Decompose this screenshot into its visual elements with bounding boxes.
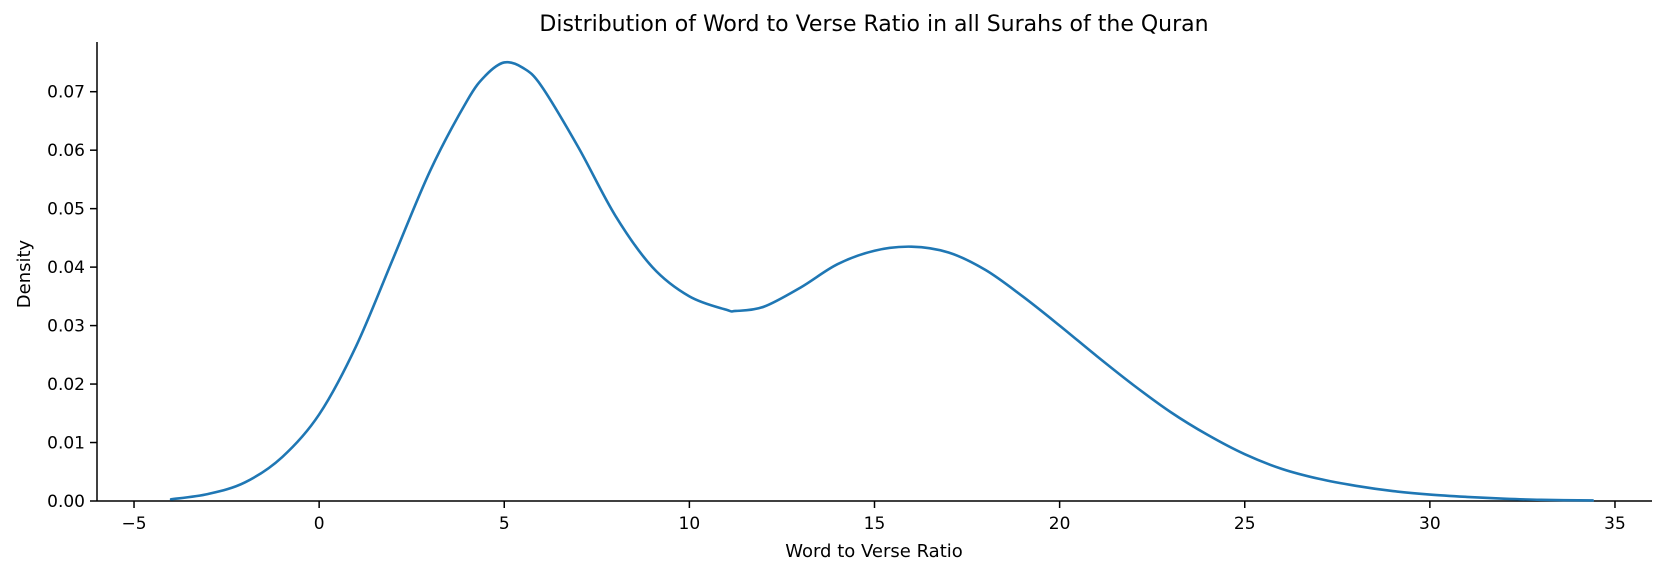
y-tick-label: 0.00 xyxy=(47,492,85,512)
x-tick-label: 0 xyxy=(314,514,325,534)
x-tick-label: 5 xyxy=(499,514,510,534)
x-tick-label: 25 xyxy=(1234,514,1256,534)
density-curve xyxy=(169,60,1595,502)
y-tick-label: 0.01 xyxy=(47,434,85,454)
x-axis-label: Word to Verse Ratio xyxy=(785,541,963,562)
x-tick-label: 30 xyxy=(1419,514,1441,534)
y-tick-label: 0.07 xyxy=(47,83,85,103)
x-tick-label: 20 xyxy=(1049,514,1071,534)
x-axis-ticks: −5 0 5 10 15 20 25 30 35 xyxy=(121,501,1626,534)
y-tick-label: 0.02 xyxy=(47,375,85,395)
x-tick-label: 15 xyxy=(864,514,886,534)
y-tick-label: 0.05 xyxy=(47,200,85,220)
y-tick-label: 0.04 xyxy=(47,258,85,278)
plot-area: −5 0 5 10 15 20 25 30 35 0.000.010.020.030.040.0… xyxy=(47,42,1652,534)
chart-title: Distribution of Word to Verse Ratio in a… xyxy=(539,12,1208,37)
x-tick-label: 35 xyxy=(1604,514,1626,534)
y-tick-label: 0.03 xyxy=(47,317,85,337)
x-tick-label: −5 xyxy=(121,514,146,534)
y-tick-label: 0.06 xyxy=(47,141,85,161)
x-tick-label: 10 xyxy=(679,514,701,534)
y-axis-label: Density xyxy=(14,239,35,308)
y-axis-ticks: 0.00 0.01 0.02 0.03 0.04 0.05 0.06 0.07 xyxy=(47,83,97,512)
